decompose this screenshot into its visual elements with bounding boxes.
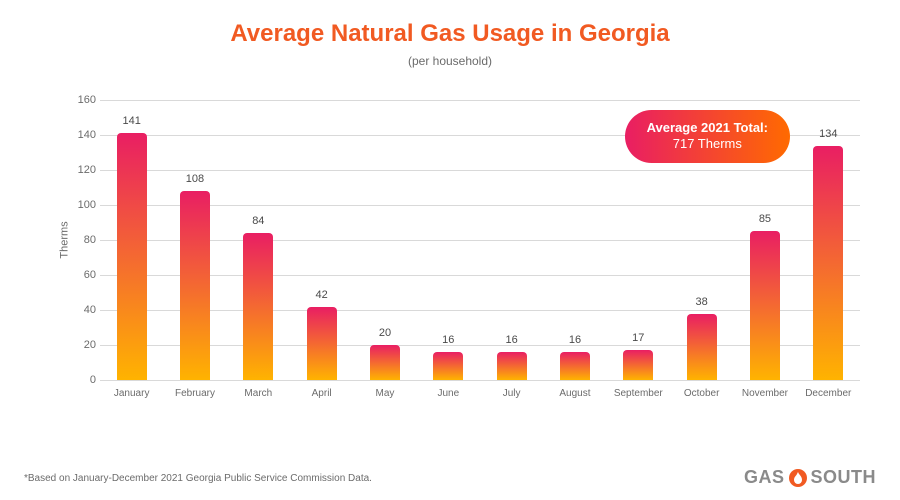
bar-value-label: 16 (569, 334, 581, 346)
y-tick-label: 120 (70, 164, 96, 176)
x-tick-label: June (417, 388, 480, 399)
x-axis: JanuaryFebruaryMarchAprilMayJuneJulyAugu… (100, 388, 860, 399)
bar (687, 314, 717, 381)
x-tick-label: February (163, 388, 226, 399)
logo-text-left: GAS (744, 467, 785, 488)
y-tick-label: 40 (70, 304, 96, 316)
bar (750, 231, 780, 380)
bar-value-label: 20 (379, 327, 391, 339)
bar (243, 233, 273, 380)
bar-wrap: 84 (227, 233, 290, 380)
flame-icon (789, 469, 807, 487)
total-badge: Average 2021 Total: 717 Therms (625, 110, 790, 163)
bar-wrap: 108 (163, 191, 226, 380)
x-tick-label: January (100, 388, 163, 399)
bar-wrap: 42 (290, 307, 353, 381)
bar (497, 352, 527, 380)
y-tick-label: 0 (70, 374, 96, 386)
y-tick-label: 80 (70, 234, 96, 246)
x-tick-label: July (480, 388, 543, 399)
y-tick-label: 20 (70, 339, 96, 351)
gridline (100, 380, 860, 381)
badge-title: Average 2021 Total: (647, 120, 768, 136)
bar-value-label: 17 (632, 332, 644, 344)
brand-logo: GAS SOUTH (744, 467, 876, 488)
x-tick-label: November (733, 388, 796, 399)
bar-wrap: 141 (100, 133, 163, 380)
bar-wrap: 16 (417, 352, 480, 380)
bar-wrap: 85 (733, 231, 796, 380)
y-tick-label: 60 (70, 269, 96, 281)
bar (433, 352, 463, 380)
y-tick-label: 160 (70, 94, 96, 106)
footnote: *Based on January-December 2021 Georgia … (24, 473, 372, 484)
bar (560, 352, 590, 380)
chart-title: Average Natural Gas Usage in Georgia (0, 0, 900, 48)
bar (307, 307, 337, 381)
bar-wrap: 38 (670, 314, 733, 381)
x-tick-label: December (797, 388, 860, 399)
bar-value-label: 84 (252, 215, 264, 227)
y-tick-label: 100 (70, 199, 96, 211)
bar-value-label: 141 (122, 115, 140, 127)
x-tick-label: April (290, 388, 353, 399)
y-tick-label: 140 (70, 129, 96, 141)
y-axis-label: Therms (59, 221, 71, 258)
bar-wrap: 134 (797, 146, 860, 381)
bar-wrap: 17 (607, 350, 670, 380)
bar-value-label: 108 (186, 173, 204, 185)
bar-value-label: 42 (316, 289, 328, 301)
bar-wrap: 16 (480, 352, 543, 380)
bar-value-label: 134 (819, 128, 837, 140)
chart-subtitle: (per household) (0, 54, 900, 68)
bar-wrap: 16 (543, 352, 606, 380)
bar-value-label: 16 (442, 334, 454, 346)
bar-wrap: 20 (353, 345, 416, 380)
x-tick-label: September (607, 388, 670, 399)
bar (813, 146, 843, 381)
bar (117, 133, 147, 380)
bar-value-label: 38 (695, 296, 707, 308)
x-tick-label: October (670, 388, 733, 399)
bar-value-label: 85 (759, 213, 771, 225)
bar (370, 345, 400, 380)
x-tick-label: March (227, 388, 290, 399)
bar (623, 350, 653, 380)
logo-text-right: SOUTH (811, 467, 877, 488)
badge-value: 717 Therms (647, 136, 768, 152)
bar (180, 191, 210, 380)
x-tick-label: August (543, 388, 606, 399)
x-tick-label: May (353, 388, 416, 399)
bar-value-label: 16 (506, 334, 518, 346)
